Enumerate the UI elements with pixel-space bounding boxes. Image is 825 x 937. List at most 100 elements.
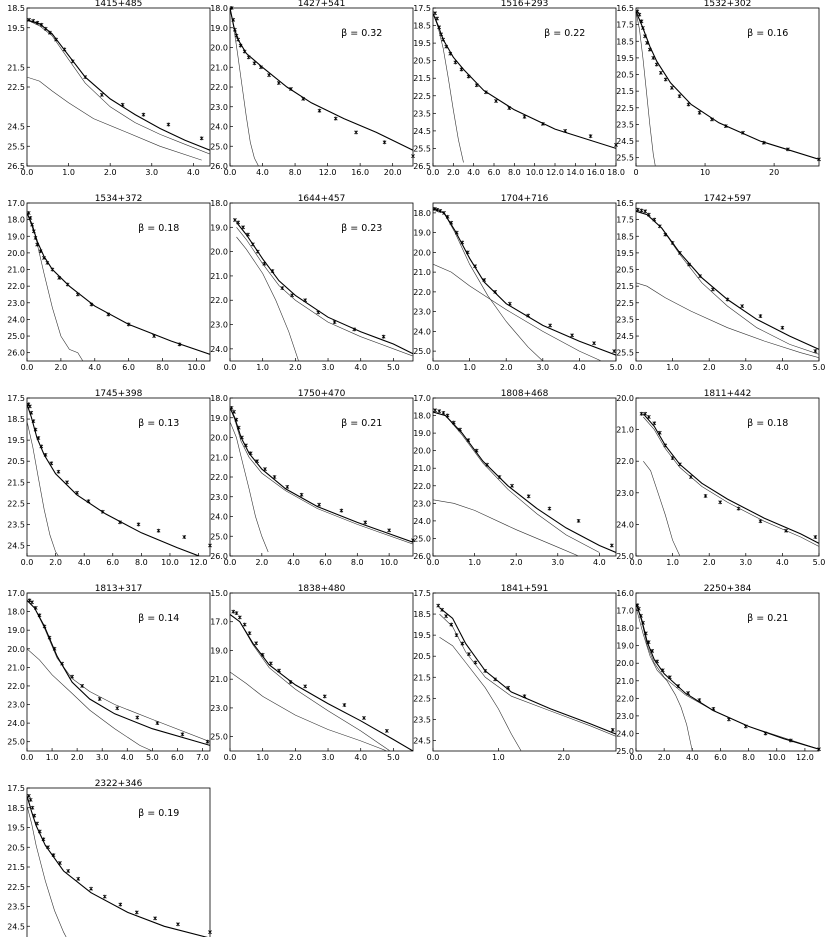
data-point [333,116,338,121]
x-tick-label: 2.0 [71,753,84,762]
y-tick-label: 24.5 [7,541,25,550]
data-point [411,154,415,159]
data-point [639,411,644,416]
y-tick-label: 21.0 [413,464,431,473]
data-point [70,674,75,679]
data-point [763,731,768,736]
data-point [234,33,239,38]
component-fit-line [636,282,819,358]
y-tick-label: 18.5 [413,22,431,31]
chart-panel: 1811+442 β = 0.18 0.0 1.0 2.0 3.0 4.0 5.0 20.0 21… [616,389,825,567]
data-point [35,20,40,25]
y-tick-label: 19.0 [7,232,25,241]
data-point [299,492,304,497]
component-fit-line [636,11,656,166]
x-tick-label: 12.0 [796,753,814,762]
data-point [687,262,691,267]
data-point [646,415,651,419]
x-tick-label: 3.0 [322,363,335,372]
x-tick-label: 8.0 [742,753,755,762]
y-tick-label: 24.0 [210,123,228,132]
data-point [33,605,38,610]
curves-layer [636,210,819,358]
y-tick-label: 21.0 [210,453,228,462]
data-point [236,220,241,225]
data-point [153,916,157,921]
data-point [655,659,659,664]
data-point [610,728,615,732]
data-point [592,341,596,346]
y-tick-label: 22.5 [7,883,25,892]
y-tick-label: 17.5 [413,589,431,598]
beta-label: β = 0.19 [138,808,179,819]
data-point [460,641,465,646]
chart-title: 1745+398 [95,389,143,399]
y-tick-label: 18.5 [7,804,25,813]
data-point [677,94,682,99]
y-tick-label: 22.0 [616,457,634,466]
component-fit-line [236,236,299,361]
x-tick-label: 4.0 [354,363,367,372]
component-fit-line [27,212,84,361]
curves-layer [636,11,819,166]
data-point [652,421,657,426]
x-tick-label: 5.0 [610,363,623,372]
data-point [182,535,187,539]
data-point [231,609,236,614]
data-point [678,250,682,255]
plot-frame [635,7,820,167]
y-tick-label: 26.0 [210,552,228,561]
data-point [382,140,387,145]
chart-title: 1427+541 [298,0,346,9]
y-tick-label: 18.0 [210,4,228,13]
y-tick-label: 21.0 [616,426,634,435]
data-point [234,417,239,422]
x-tick-label: 1.0 [256,363,269,372]
data-point [441,37,446,42]
data-point [643,209,648,214]
y-tick-label: 17.5 [7,784,25,793]
y-tick-label: 25.0 [616,747,634,756]
data-point [247,631,252,636]
data-point [436,603,441,608]
y-tick-label: 20.5 [616,266,634,275]
data-point [710,287,715,292]
y-tick-label: 20.5 [413,57,431,66]
y-tick-label: 20.0 [210,434,228,443]
data-point [262,261,267,266]
data-point [37,613,42,618]
component-fit-line [27,648,153,751]
data-point [354,130,358,135]
x-tick-label: 0.0 [21,168,34,177]
y-tick-label: 24.0 [7,719,25,728]
component-fit-line [439,636,522,751]
data-point [80,684,85,688]
data-point [65,282,70,287]
total-fit-line [230,614,413,751]
data-point [332,320,337,325]
data-point [466,74,471,79]
data-point [39,22,44,27]
y-tick-label: 21.0 [7,266,25,275]
plot-frame [26,7,211,167]
data-point [263,467,267,472]
y-tick-label: 21.5 [7,63,25,72]
data-point [276,81,281,85]
x-tick-label: 6.0 [171,753,184,762]
data-point [229,405,234,410]
data-point [725,297,730,302]
data-point [52,646,57,651]
data-point [303,298,308,303]
data-point [75,292,80,297]
y-tick-label: 16.5 [616,4,634,13]
data-point [786,147,790,152]
y-tick-label: 20.0 [210,44,228,53]
data-point [46,845,50,850]
x-tick-label: 1.0 [46,753,59,762]
x-tick-label: 8.0 [508,168,521,177]
data-point [272,475,277,479]
data-point [444,614,448,619]
data-point [277,668,281,673]
data-point [30,805,35,810]
